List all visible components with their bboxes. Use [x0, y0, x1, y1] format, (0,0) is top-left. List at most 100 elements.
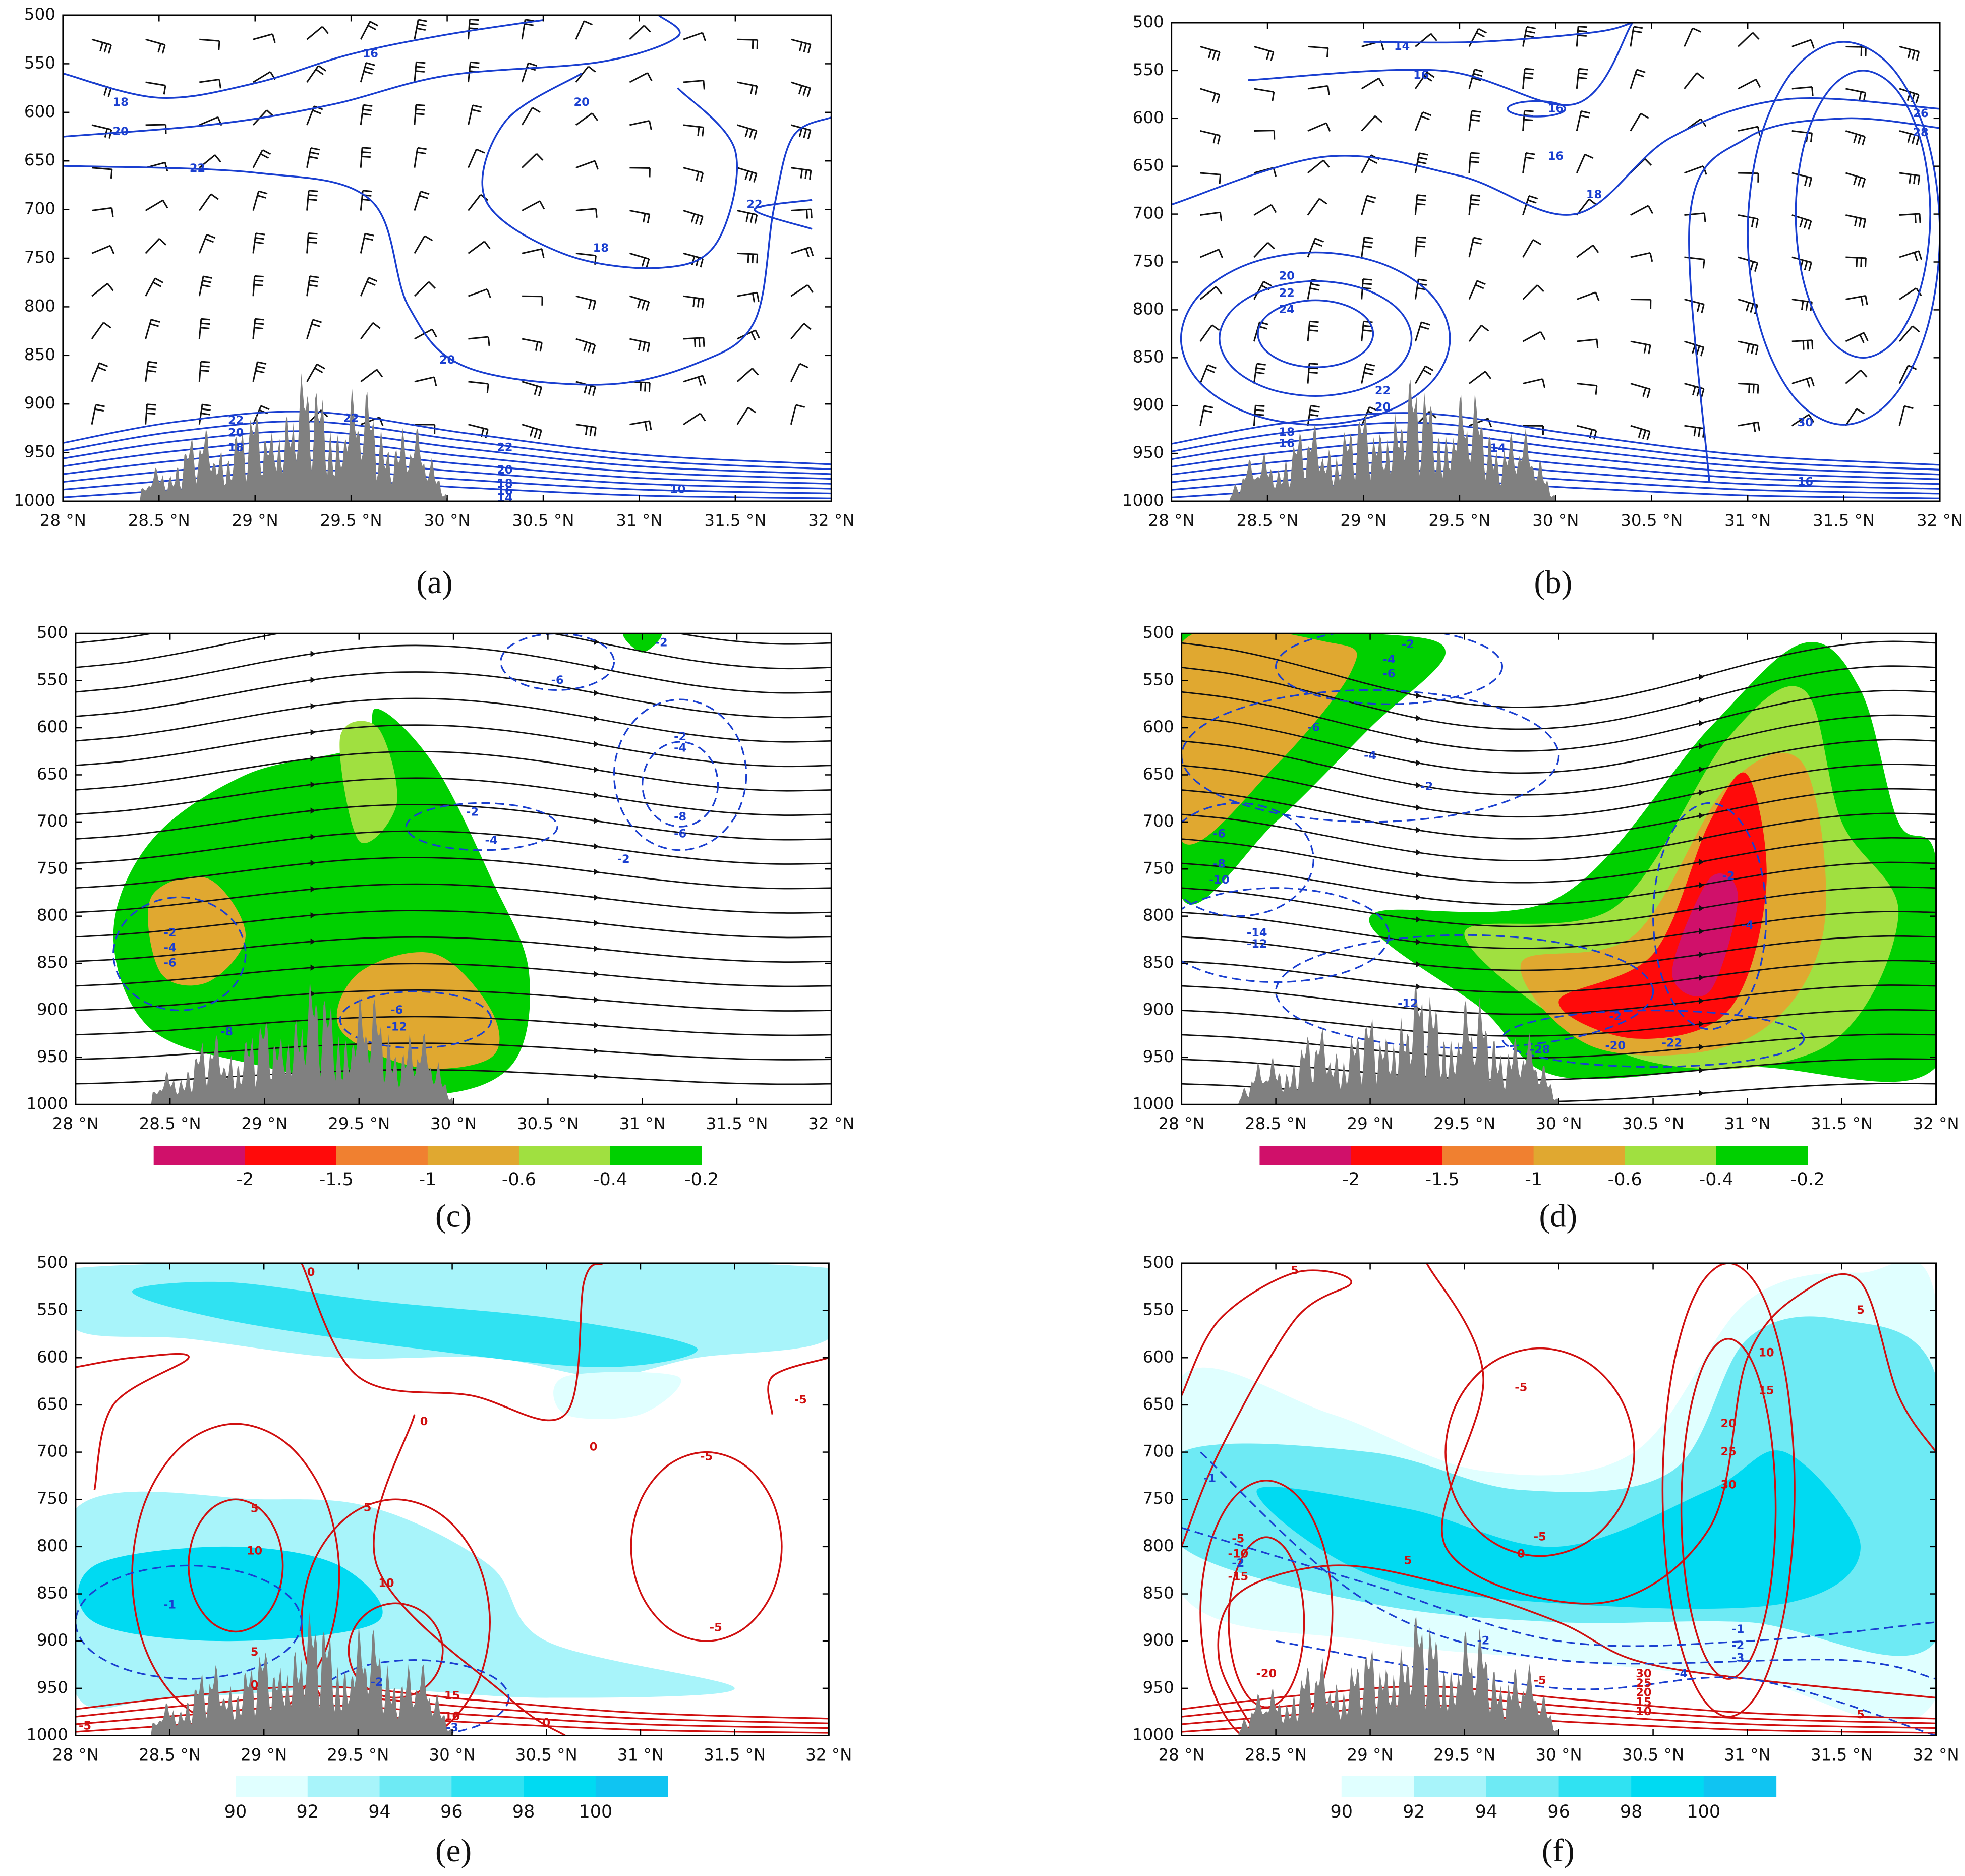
- wind-barb: [1415, 366, 1426, 384]
- wind-barb: [1592, 245, 1599, 253]
- wind-barb: [737, 210, 758, 216]
- wind-barb: [1899, 213, 1920, 216]
- arrow-head: [1699, 766, 1704, 773]
- wind-barb: [1577, 338, 1597, 342]
- x-tick-label: 32 °N: [1917, 511, 1963, 530]
- colorbar-box: [524, 1776, 596, 1797]
- plot-area: [1181, 633, 1936, 1105]
- wind-barb: [807, 130, 812, 139]
- wind-barb: [145, 81, 166, 87]
- contour-label: -4: [164, 942, 177, 955]
- arrow-head: [594, 1073, 599, 1080]
- colorbar-label: 100: [1687, 1802, 1720, 1822]
- wind-barb: [1473, 73, 1482, 77]
- wind-barb: [472, 109, 481, 112]
- wind-barb: [683, 337, 704, 340]
- contour-line: [63, 430, 832, 475]
- contour-label: 22: [746, 198, 762, 211]
- contour-label: -28: [1530, 1043, 1550, 1056]
- x-tick-label: 31.5 °N: [704, 1745, 766, 1764]
- wind-barb: [311, 323, 321, 328]
- wind-barb: [539, 342, 543, 352]
- wind-barb: [1307, 122, 1327, 132]
- wind-barb: [807, 44, 812, 53]
- contour-line: [1171, 97, 1940, 216]
- wind-barb: [1584, 154, 1594, 159]
- wind-barb: [161, 44, 166, 54]
- x-tick-label: 28.5 °N: [139, 1745, 201, 1764]
- contour-label: 0: [542, 1717, 550, 1730]
- wind-barb: [470, 66, 479, 69]
- colorbar-label: 92: [1403, 1802, 1425, 1822]
- wind-barb: [1471, 114, 1481, 118]
- wind-barb: [1526, 30, 1535, 34]
- contour-label: -4: [1364, 749, 1376, 763]
- contour-line: [63, 15, 681, 138]
- contour-label: 28: [1913, 126, 1928, 139]
- wind-barb: [415, 70, 425, 73]
- contour-label: -10: [1228, 1547, 1248, 1560]
- wind-barb: [683, 295, 704, 300]
- wind-barb: [1474, 69, 1484, 73]
- wind-barb: [206, 233, 216, 239]
- wind-barb: [103, 86, 108, 96]
- wind-barb: [309, 279, 319, 283]
- wind-barb: [528, 62, 537, 67]
- colorbar-label: 94: [368, 1802, 390, 1822]
- wind-barb: [790, 81, 811, 89]
- wind-barb: [541, 249, 545, 258]
- wind-barb: [254, 322, 264, 325]
- y-tick-label: 650: [1133, 156, 1164, 175]
- wind-barb: [1693, 427, 1697, 437]
- wind-barb: [1253, 322, 1260, 342]
- contour-label: 18: [1586, 188, 1602, 201]
- shaded-area: [148, 876, 246, 986]
- wind-barb: [1524, 72, 1534, 75]
- wind-barb: [1307, 45, 1328, 49]
- wind-barb: [1364, 372, 1373, 375]
- streamline: [1181, 837, 1936, 884]
- wind-barb: [362, 113, 372, 116]
- wind-barb: [1263, 281, 1272, 287]
- wind-barb: [629, 120, 650, 126]
- wind-barb: [1751, 218, 1755, 227]
- wind-barb: [683, 252, 704, 260]
- wind-barb: [697, 127, 700, 136]
- arrow-head: [594, 741, 599, 747]
- contour-label: -8: [220, 1025, 233, 1038]
- wind-barb: [647, 343, 650, 353]
- contour-label: 0: [251, 1679, 259, 1692]
- y-tick-label: 800: [1143, 906, 1174, 925]
- wind-barb: [629, 420, 650, 426]
- wind-barb: [1791, 299, 1812, 303]
- wind-barb: [753, 130, 758, 140]
- wind-barb: [147, 403, 156, 406]
- colorbar-label: 92: [297, 1802, 319, 1822]
- wind-barb: [522, 295, 543, 298]
- wind-barb: [1468, 237, 1475, 258]
- contour-label: 10: [378, 1576, 394, 1590]
- colorbar-label: 98: [1620, 1802, 1642, 1822]
- wind-barb: [807, 284, 814, 293]
- y-tick-label: 1000: [26, 1725, 68, 1744]
- wind-barb: [1468, 69, 1476, 89]
- contour-label: -20: [1605, 1039, 1626, 1052]
- wind-barb: [805, 248, 810, 258]
- arrow-head: [594, 766, 599, 773]
- wind-barb: [649, 421, 652, 430]
- contour-label: 0: [590, 1441, 598, 1454]
- y-tick-label: 900: [1143, 1630, 1174, 1650]
- wind-barb: [1307, 279, 1313, 300]
- wind-barb: [648, 382, 651, 392]
- wind-barb: [205, 238, 214, 243]
- wind-barb: [152, 281, 161, 287]
- y-tick-label: 750: [24, 248, 55, 267]
- y-tick-label: 750: [1133, 252, 1164, 271]
- wind-barb: [1845, 332, 1865, 342]
- colorbar-box: [1486, 1776, 1559, 1797]
- wind-barb: [521, 107, 533, 126]
- wind-barb: [476, 148, 485, 154]
- contour-label: 20: [1375, 401, 1391, 414]
- wind-barb: [308, 232, 318, 235]
- wind-barb: [419, 195, 428, 199]
